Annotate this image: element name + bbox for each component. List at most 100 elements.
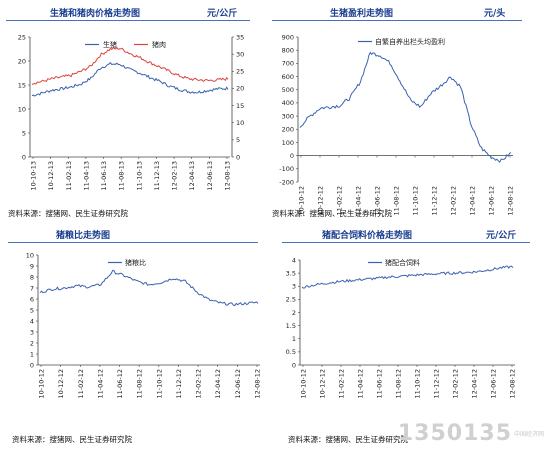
- panel-1-title: 生猪和猪肉价格走势图: [50, 9, 141, 19]
- chart-1-ytick-right-label: 10: [236, 119, 244, 127]
- chart-1-ytick-label: 10: [18, 105, 26, 113]
- chart-4-xtick-label: 10-10-12: [300, 369, 308, 399]
- chart-1-xtick-label: 12-08-13: [224, 161, 232, 191]
- chart-4-ytick-label: 2: [292, 309, 296, 317]
- panel-1-rule: [6, 20, 250, 21]
- chart-2-ytick-label: 700: [282, 60, 294, 68]
- panel-3-rule: [8, 242, 258, 243]
- panel-2-rule: [272, 20, 522, 21]
- chart-1-xtick-label: 11-04-13: [82, 161, 90, 191]
- chart-3-series-1-line: [39, 269, 259, 307]
- chart-2-xtick-label: 12-04-12: [469, 186, 477, 216]
- panel-2-source: 资料来源：搜猪网、民生证券研究院: [272, 209, 392, 218]
- chart-2-legend-label-1: 自繁自养出栏头均盈利: [375, 37, 445, 46]
- chart-3-xtick-label: 12-02-12: [195, 369, 203, 399]
- chart-1-xtick-label: 10-10-13: [30, 161, 38, 191]
- chart-3-ytick-label: 5: [30, 306, 34, 314]
- chart-2-series-1-line: [299, 51, 512, 164]
- chart-2-ytick-label: -200: [279, 178, 294, 186]
- chart-1-xtick-label: 11-06-13: [100, 161, 108, 191]
- chart-4-ytick-label: 3: [292, 283, 296, 291]
- chart-2-xtick-label: 11-04-12: [355, 186, 363, 216]
- chart-1-ytick-label: 0: [22, 153, 26, 161]
- chart-3-ytick-label: 4: [30, 317, 34, 325]
- panel-4-source: 资料来源：搜猪网、民生证券研究院: [288, 435, 408, 444]
- chart-4-ytick-label: 4: [292, 256, 296, 264]
- panel-2-title: 生猪盈利走势图: [330, 9, 394, 19]
- panel-2-unit: 元/头: [484, 9, 506, 19]
- chart-3-ytick-label: 6: [30, 295, 34, 303]
- chart-1-ytick-label: 5: [22, 129, 26, 137]
- chart-4-ytick-label: 2.5: [286, 296, 296, 304]
- chart-2-xtick-label: 12-08-12: [507, 186, 515, 216]
- chart-1-ytick-label: 15: [18, 81, 26, 89]
- chart-3-ytick-label: 2: [30, 339, 34, 347]
- chart-4-xtick-label: 10-12-12: [319, 369, 327, 399]
- chart-2-ytick-label: 900: [282, 33, 294, 41]
- chart-1-xtick-label: 10-12-13: [47, 161, 55, 191]
- watermark-number: 1350135: [397, 421, 512, 446]
- chart-2-xtick-label: 12-06-12: [488, 186, 496, 216]
- chart-3-ytick-label: 1: [30, 350, 34, 358]
- chart-3-ytick-label: 8: [30, 273, 34, 281]
- chart-3-xtick-label: 12-06-12: [234, 369, 242, 399]
- chart-1-ytick-right-label: 15: [236, 102, 244, 110]
- chart-2-ytick-label: 600: [282, 73, 294, 81]
- chart-4-ytick-label: 0.5: [286, 348, 296, 356]
- chart-4-legend-label-1: 猪配合饲料: [385, 258, 420, 267]
- chart-1-xtick-label: 12-04-13: [188, 161, 196, 191]
- watermark-site: 中国经济网: [513, 431, 544, 438]
- chart-1-ytick-right-label: 20: [236, 85, 244, 93]
- chart-3-xtick-label: 11-10-12: [155, 369, 163, 399]
- panel-3-source: 资料来源：搜猪网、民生证券研究院: [12, 435, 132, 444]
- chart-1-xtick-label: 11-10-13: [135, 161, 143, 191]
- panel-1-unit: 元/公斤: [207, 9, 238, 19]
- chart-3-ytick-label: 9: [30, 262, 34, 270]
- chart-2-ytick-label: 500: [282, 86, 294, 94]
- chart-3-ytick-label: 0: [30, 361, 34, 369]
- chart-1-ytick-right-label: 30: [236, 50, 244, 58]
- chart-2-xtick-label: 11-08-12: [393, 186, 401, 216]
- chart-2-xtick-label: 11-10-12: [412, 186, 420, 216]
- chart-3-ytick-label: 3: [30, 328, 34, 336]
- chart-4-xtick-label: 11-02-12: [338, 369, 346, 399]
- panel-4-unit: 元/公斤: [486, 231, 517, 241]
- chart-1-series-1-line: [31, 61, 229, 97]
- chart-4-series-1-line: [301, 265, 514, 289]
- chart-1-xtick-label: 11-12-13: [153, 161, 161, 191]
- chart-4-ytick-label: 1.5: [286, 322, 296, 330]
- chart-4-xtick-label: 12-08-12: [509, 369, 517, 399]
- chart-1-xtick-label: 11-08-13: [118, 161, 126, 191]
- chart-3-xtick-label: 12-04-12: [214, 369, 222, 399]
- chart-2-xtick-label: 11-06-12: [374, 186, 382, 216]
- chart-2-xtick-label: 10-10-12: [298, 186, 306, 216]
- chart-3-xtick-label: 11-08-12: [136, 369, 144, 399]
- chart-1-xtick-label: 11-02-13: [65, 161, 73, 191]
- chart-4-ytick-label: 1: [292, 335, 296, 343]
- chart-2-ytick-label: 0: [290, 152, 294, 160]
- panel-1-source: 资料来源：搜猪网、民生证券研究院: [8, 209, 128, 218]
- chart-2-ytick-label: 100: [282, 139, 294, 147]
- chart-4-xtick-label: 11-12-12: [433, 369, 441, 399]
- chart-1-ytick-label: 25: [18, 33, 26, 41]
- chart-4-ytick-label: 0: [292, 361, 296, 369]
- chart-1-series-2-line: [31, 46, 229, 85]
- chart-4-xtick-label: 12-06-12: [490, 369, 498, 399]
- chart-2-xtick-label: 10-12-12: [317, 186, 325, 216]
- chart-2-ytick-label: 200: [282, 126, 294, 134]
- chart-3-xtick-label: 11-02-12: [77, 369, 85, 399]
- chart-3-xtick-label: 10-12-12: [57, 369, 65, 399]
- chart-2-xtick-label: 11-12-12: [431, 186, 439, 216]
- chart-4-xtick-label: 12-04-12: [471, 369, 479, 399]
- chart-2-ytick-label: 400: [282, 99, 294, 107]
- chart-3-xtick-label: 12-08-12: [254, 369, 262, 399]
- chart-3-ytick-label: 10: [26, 251, 34, 259]
- chart-1-ytick-label: 20: [18, 57, 26, 65]
- chart-4-xtick-label: 11-08-12: [395, 369, 403, 399]
- chart-1-ytick-right-label: 35: [236, 33, 244, 41]
- chart-1-xtick-label: 12-02-13: [171, 161, 179, 191]
- chart-1-ytick-right-label: 25: [236, 68, 244, 76]
- panel-4-title: 猪配合饲料价格走势图: [322, 231, 413, 241]
- chart-2-xtick-label: 12-02-12: [450, 186, 458, 216]
